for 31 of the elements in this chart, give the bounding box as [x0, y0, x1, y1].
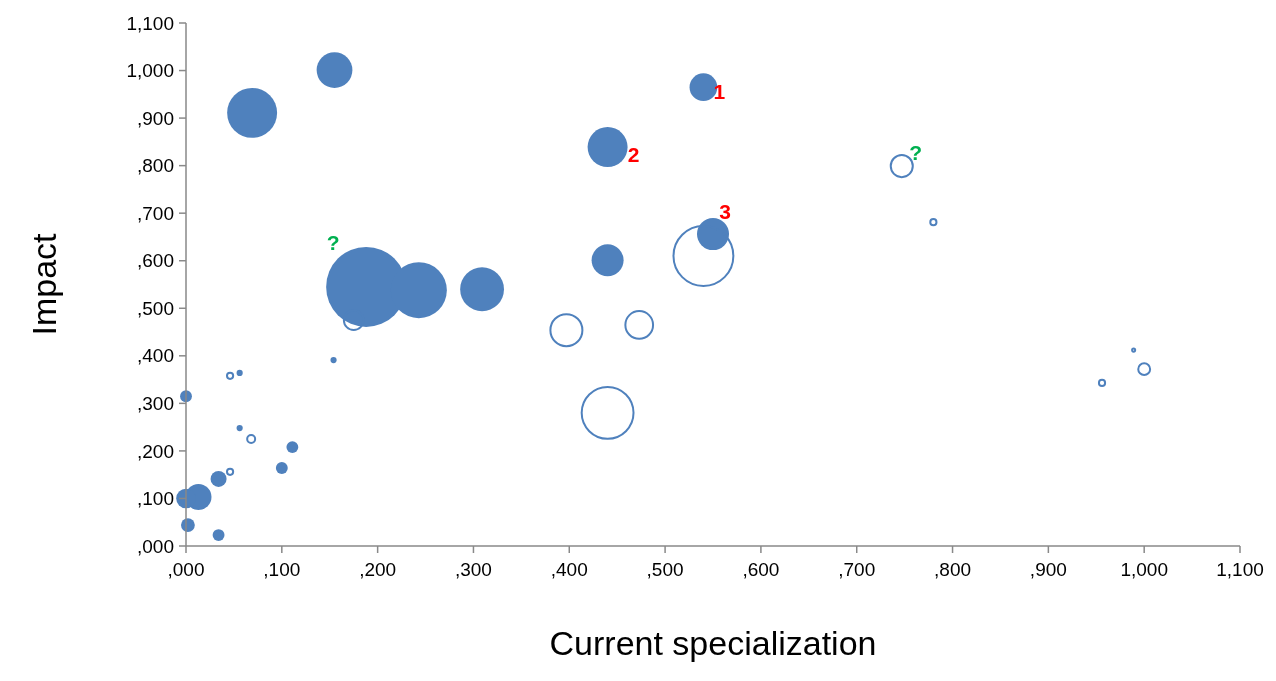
annotation: ?	[909, 141, 923, 165]
y-tick-label: ,900	[137, 107, 174, 129]
y-axis-title: Impact	[25, 232, 63, 336]
x-tick-label: ,000	[167, 559, 205, 580]
annotation: 2	[627, 143, 640, 167]
x-tick-label: ,900	[1029, 559, 1067, 580]
annotation: 1	[713, 79, 726, 103]
y-tick-label: ,000	[137, 535, 174, 557]
annotation: ?	[326, 231, 340, 255]
y-tick-label: ,800	[137, 155, 174, 177]
y-tick-label: ,600	[137, 250, 174, 272]
x-tick-label: ,400	[550, 559, 588, 580]
y-tick-label: ,200	[137, 440, 174, 462]
x-tick-label: ,700	[838, 559, 876, 580]
x-tick-label: ,800	[934, 559, 972, 580]
annotation: 3	[719, 200, 731, 224]
y-tick-label: ,400	[137, 345, 174, 367]
x-tick-label: ,100	[263, 559, 301, 580]
x-tick-label: ,500	[646, 559, 684, 580]
x-tick-label: 1,100	[1216, 559, 1264, 580]
y-tick-label: ,100	[137, 488, 174, 510]
y-tick-label: 1,000	[126, 60, 174, 82]
x-tick-label: ,300	[454, 559, 492, 580]
x-tick-label: 1,000	[1120, 559, 1168, 580]
y-tick-label: 1,100	[126, 12, 174, 34]
y-tick-label: ,300	[137, 393, 174, 415]
x-tick-label: ,200	[359, 559, 397, 580]
x-tick-label: ,600	[742, 559, 780, 580]
x-axis-title: Current specialization	[549, 624, 877, 662]
y-tick-label: ,500	[137, 297, 174, 319]
y-tick-label: ,700	[137, 202, 174, 224]
